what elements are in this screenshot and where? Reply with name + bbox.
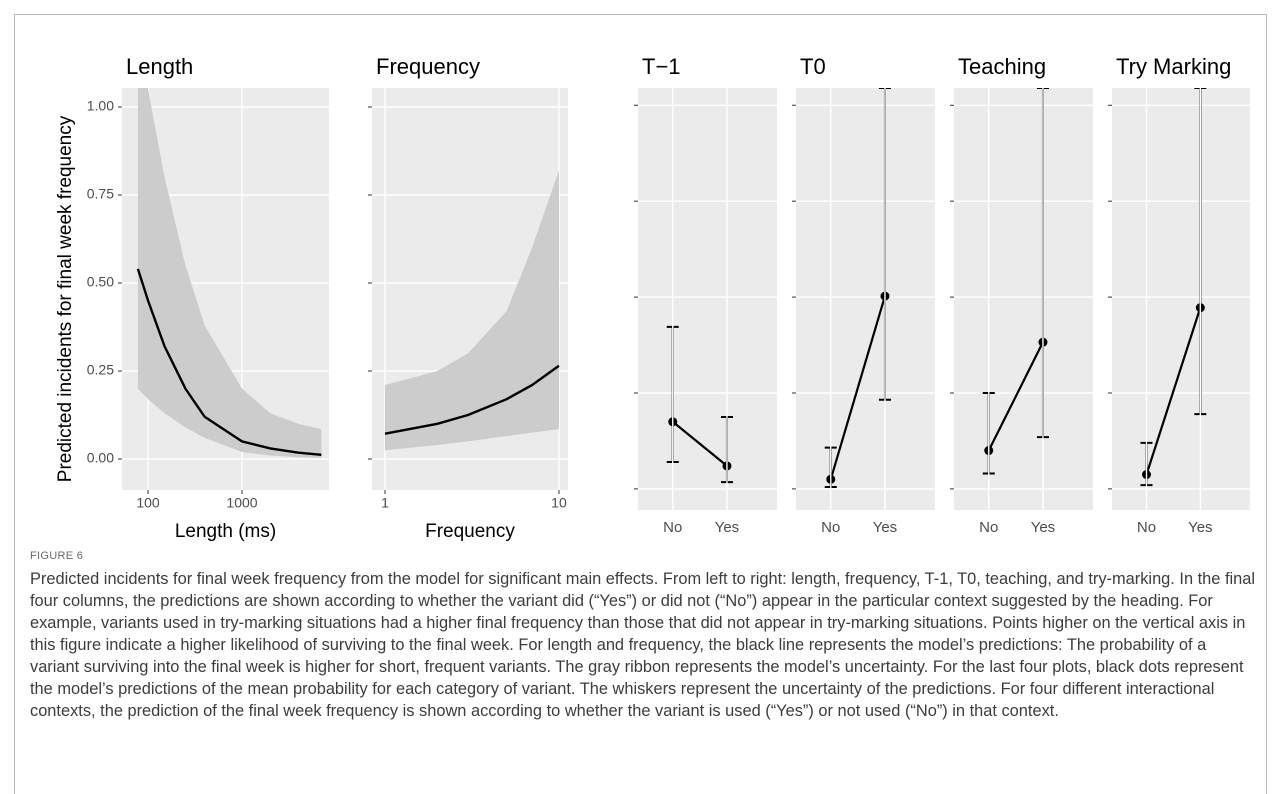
- panel-background: [954, 88, 1093, 510]
- uncertainty-ribbon: [384, 170, 559, 451]
- x-tick-label: Yes: [1188, 519, 1212, 536]
- panel-title: T0: [800, 54, 826, 79]
- y-tick-label: 0.75: [87, 186, 114, 202]
- x-tick-label: 10: [551, 495, 567, 511]
- x-tick-label: No: [663, 519, 682, 536]
- x-tick-label: 100: [136, 495, 160, 511]
- figure: 0.00 0.25 0.50 0.75 1.00 Length Predicted inci…: [55, 54, 1250, 542]
- frame: [14, 14, 1267, 794]
- panel-title: T−1: [642, 54, 681, 79]
- x-axis-label: Length (ms): [175, 521, 276, 542]
- panel-background: [796, 88, 935, 510]
- x-tick-label: Yes: [715, 519, 739, 536]
- y-tick-label: 0.25: [87, 362, 114, 378]
- x-tick-label: No: [821, 519, 840, 536]
- prediction-line: [1145, 307, 1202, 475]
- y-tick-label: 0.00: [87, 450, 114, 466]
- panel-background: [1112, 88, 1250, 510]
- plot-content: [384, 170, 560, 451]
- prediction-line: [987, 341, 1044, 452]
- prediction-line: [384, 364, 560, 435]
- x-tick-label: No: [1137, 519, 1156, 536]
- x-tick-label: No: [979, 519, 998, 536]
- x-tick-label: 1: [381, 495, 389, 511]
- panel-title: Try Marking: [1116, 54, 1231, 79]
- uncertainty-ribbon: [137, 88, 322, 458]
- y-tick-label: 1.00: [87, 98, 114, 114]
- y-axis-label: Predicted incidents for final week frequ…: [55, 115, 76, 482]
- x-tick-label: Yes: [873, 519, 897, 536]
- caption: Predicted incidents for final week frequ…: [30, 570, 1256, 720]
- prediction-line: [136, 268, 322, 456]
- x-axis-label: Frequency: [425, 521, 515, 542]
- panel-title: Teaching: [958, 54, 1046, 79]
- x-tick-label: 1000: [226, 495, 257, 511]
- y-tick-label: 0.50: [87, 274, 114, 290]
- panel-background: [638, 88, 777, 510]
- prediction-line: [672, 420, 728, 467]
- panel-title: Length: [126, 54, 193, 79]
- prediction-line: [829, 295, 887, 480]
- panel-title: Frequency: [376, 54, 480, 79]
- plot-content: [136, 88, 322, 458]
- figure-label: FIGURE 6: [30, 550, 84, 562]
- x-tick-label: Yes: [1031, 519, 1055, 536]
